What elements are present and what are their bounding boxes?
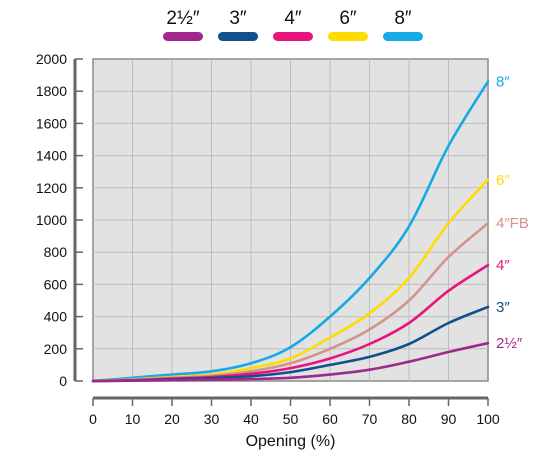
x-tick-label: 100	[476, 411, 500, 427]
series-line-5	[91, 341, 490, 383]
x-tick-label: 30	[204, 411, 220, 427]
series-end-label-5: 2½″	[496, 335, 523, 352]
series-end-label-1: 6″	[496, 172, 510, 189]
axes	[73, 58, 489, 406]
y-tick-labels: 0 200 400 600 800 1000 1200 1400 1600 1800 2000	[36, 51, 67, 389]
series-end-label-2: 4″FB	[496, 215, 529, 232]
x-tick-label: 90	[441, 411, 457, 427]
legend-swatch-3	[328, 32, 368, 41]
x-tick-label: 20	[164, 411, 180, 427]
legend-swatch-2	[273, 32, 313, 41]
series-end-label-0: 8″	[496, 74, 510, 91]
legend: 2½″ 3″ 4″ 6″ 8″	[163, 8, 423, 41]
series-end-label-4: 3″	[496, 299, 510, 316]
y-tick-label: 0	[59, 373, 67, 389]
x-tick-label: 80	[401, 411, 417, 427]
x-tick-label: 70	[362, 411, 378, 427]
y-tick-label: 800	[44, 244, 68, 260]
y-tick-label: 400	[44, 309, 68, 325]
y-tick-label: 1600	[36, 115, 67, 131]
y-tick-label: 200	[44, 341, 68, 357]
legend-label-2: 4″	[284, 8, 302, 29]
x-tick-labels: 0 10 20 30 40 50 60 70 80 90 100	[89, 411, 500, 427]
legend-swatch-0	[163, 32, 203, 41]
y-tick-label: 2000	[36, 51, 67, 67]
x-tick-label: 10	[125, 411, 141, 427]
y-tick-label: 1400	[36, 148, 67, 164]
series-end-labels: 8″ 6″ 4″FB 4″ 3″ 2½″	[496, 74, 529, 353]
x-tick-label: 0	[89, 411, 97, 427]
series-line-0	[91, 80, 490, 383]
y-tick-label: 600	[44, 276, 68, 292]
series-lines	[91, 80, 490, 383]
legend-label-4: 8″	[394, 8, 412, 29]
y-tick-label: 1200	[36, 180, 67, 196]
y-tick-label: 1000	[36, 212, 67, 228]
series-end-label-3: 4″	[496, 257, 510, 274]
legend-swatch-1	[218, 32, 258, 41]
x-tick-label: 50	[283, 411, 299, 427]
legend-label-0: 2½″	[166, 8, 199, 29]
legend-swatch-4	[383, 32, 423, 41]
x-tick-label: 40	[243, 411, 259, 427]
legend-label-3: 6″	[339, 8, 357, 29]
grid	[93, 59, 488, 381]
legend-label-1: 3″	[229, 8, 247, 29]
y-tick-label: 1800	[36, 83, 67, 99]
x-tick-label: 60	[322, 411, 338, 427]
x-axis-label: Opening (%)	[246, 433, 336, 450]
